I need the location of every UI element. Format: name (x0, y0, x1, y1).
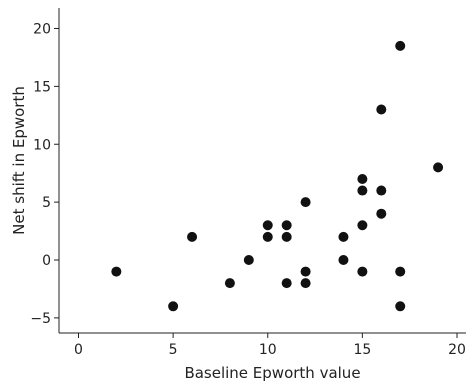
y-tick-label: 20 (33, 22, 51, 38)
data-point (168, 301, 179, 312)
x-tick-label: 20 (448, 342, 466, 358)
data-point (187, 231, 198, 242)
data-point (243, 255, 254, 265)
y-tick-label: 15 (33, 79, 51, 95)
y-tick-label: 5 (42, 195, 51, 211)
data-point (111, 266, 122, 277)
data-point (281, 231, 292, 242)
data-point (357, 185, 368, 196)
data-point (376, 185, 387, 196)
data-point (281, 278, 292, 289)
data-point (395, 266, 406, 277)
data-point (300, 197, 311, 208)
data-point (262, 231, 273, 242)
x-tick-label: 10 (259, 342, 277, 358)
data-point (376, 208, 387, 219)
data-point (262, 220, 273, 231)
data-point (357, 173, 368, 184)
data-point (395, 40, 406, 51)
x-tick-label: 0 (74, 342, 83, 358)
data-point (224, 278, 235, 289)
data-point (395, 301, 406, 312)
data-point (357, 266, 368, 277)
data-point (376, 104, 387, 115)
x-tick-label: 15 (353, 342, 371, 358)
x-tick-label: 5 (169, 342, 178, 358)
data-point (338, 231, 349, 242)
data-point (433, 162, 444, 173)
data-point (281, 220, 292, 231)
data-point (338, 255, 349, 265)
y-tick-label: 0 (42, 253, 51, 269)
data-point (300, 266, 311, 277)
y-tick-label: 10 (33, 137, 51, 153)
data-points (111, 40, 444, 312)
y-tick-label: −5 (30, 311, 51, 327)
y-axis: −5 0 5 10 15 20 (30, 8, 60, 333)
y-axis-label: Net shift in Epworth (10, 86, 28, 235)
data-point (300, 278, 311, 289)
x-axis: 0 5 10 15 20 (59, 332, 466, 358)
x-axis-label: Baseline Epworth value (184, 364, 360, 382)
data-point (357, 220, 368, 231)
